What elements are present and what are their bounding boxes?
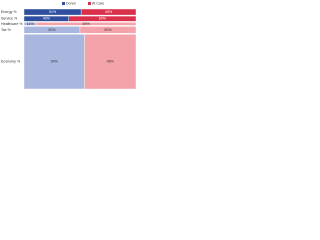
- chart: Donor At Care Energy % 51% 49% Service % 40% 60…: [1, 2, 137, 90]
- value-label: 46%: [107, 60, 115, 64]
- row-label: Economy %: [1, 60, 21, 64]
- value-label: 49%: [105, 10, 113, 14]
- value-label: 50%: [104, 28, 112, 32]
- row-label: Tax %: [1, 28, 12, 32]
- value-label: 51%: [49, 10, 57, 14]
- mosaic-cell: [84, 34, 137, 90]
- value-label: 40%: [43, 17, 51, 21]
- legend-label: Donor: [66, 2, 77, 6]
- value-label: 11%: [27, 22, 35, 26]
- value-label: 60%: [99, 17, 107, 21]
- legend-swatch: [88, 2, 91, 5]
- page: {"chart_data":{"type":"mosaic", "categor…: [0, 0, 137, 90]
- mosaic-cell: [79, 26, 137, 34]
- value-label: 89%: [83, 22, 91, 26]
- row-label: Energy %: [1, 10, 17, 14]
- mosaic-cell: [68, 15, 137, 22]
- mosaic-cell: [23, 34, 85, 90]
- legend-swatch: [62, 2, 65, 5]
- value-label: 54%: [51, 60, 59, 64]
- row-label: Healthcare %: [1, 22, 23, 26]
- value-label: 50%: [48, 28, 56, 32]
- mosaic-cell: [36, 22, 137, 26]
- legend-label: At Care: [92, 2, 104, 6]
- mosaic-cell: [80, 8, 137, 16]
- row-label: Service %: [1, 17, 18, 21]
